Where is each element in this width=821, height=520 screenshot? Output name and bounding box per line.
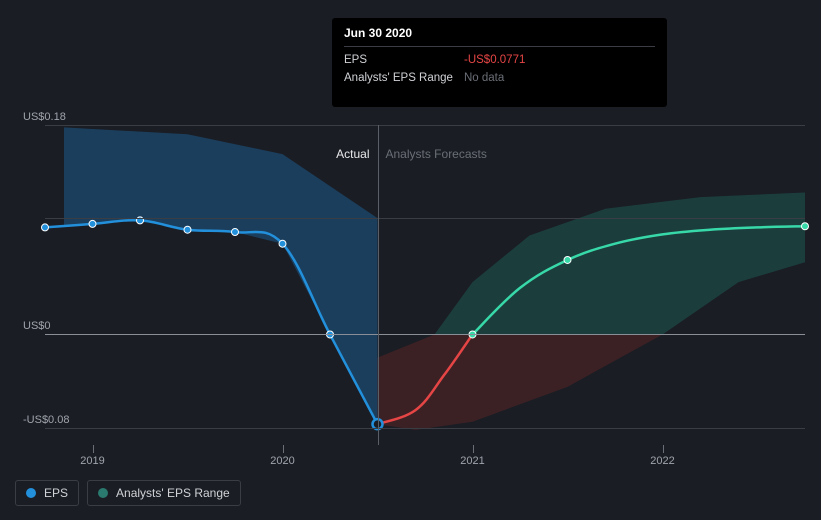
data-point[interactable] (232, 229, 239, 236)
x-axis-label: 2020 (270, 455, 294, 467)
section-label-forecast: Analysts Forecasts (386, 147, 487, 161)
x-tick (283, 445, 284, 453)
tooltip-value: No data (464, 69, 504, 87)
x-axis-label: 2021 (460, 455, 484, 467)
data-point[interactable] (42, 224, 49, 231)
legend-label: Analysts' EPS Range (116, 486, 230, 500)
data-point[interactable] (279, 240, 286, 247)
section-label-actual: Actual (336, 147, 369, 161)
tooltip-date: Jun 30 2020 (344, 26, 655, 44)
chart-svg (45, 125, 805, 445)
plot-area[interactable]: US$0.18US$0-US$0.08ActualAnalysts Foreca… (45, 125, 805, 445)
divider-line (378, 125, 379, 445)
y-axis-label: -US$0.08 (23, 414, 69, 428)
gridline (45, 125, 805, 126)
y-axis-label: US$0 (23, 320, 51, 334)
tooltip-row: EPS-US$0.0771 (344, 51, 655, 69)
x-tick (663, 445, 664, 453)
data-point[interactable] (802, 223, 809, 230)
data-point[interactable] (184, 226, 191, 233)
tooltip-key: EPS (344, 51, 464, 69)
range-area-actual (64, 127, 378, 424)
tooltip-divider (344, 46, 655, 47)
gridline (45, 218, 805, 219)
range-area-forecast-neg (378, 334, 663, 429)
x-axis: 2019 2020 2021 2022 (45, 445, 805, 470)
legend-swatch-range (98, 488, 108, 498)
data-point[interactable] (564, 256, 571, 263)
legend-item-range[interactable]: Analysts' EPS Range (87, 480, 241, 506)
legend-item-eps[interactable]: EPS (15, 480, 79, 506)
x-tick (93, 445, 94, 453)
y-axis-label: US$0.18 (23, 111, 66, 125)
range-area-forecast-pos (435, 192, 806, 334)
x-axis-label: 2019 (80, 455, 104, 467)
x-tick (473, 445, 474, 453)
data-point[interactable] (89, 220, 96, 227)
legend-label: EPS (44, 486, 68, 500)
tooltip-key: Analysts' EPS Range (344, 69, 464, 87)
tooltip-value: -US$0.0771 (464, 51, 525, 69)
gridline (45, 428, 805, 429)
legend-swatch-eps (26, 488, 36, 498)
tooltip: Jun 30 2020 EPS-US$0.0771Analysts' EPS R… (332, 18, 667, 107)
gridline (45, 334, 805, 335)
tooltip-row: Analysts' EPS RangeNo data (344, 69, 655, 87)
eps-chart: US$0.18US$0-US$0.08ActualAnalysts Foreca… (15, 125, 805, 445)
x-axis-label: 2022 (650, 455, 674, 467)
legend: EPS Analysts' EPS Range (15, 480, 241, 506)
